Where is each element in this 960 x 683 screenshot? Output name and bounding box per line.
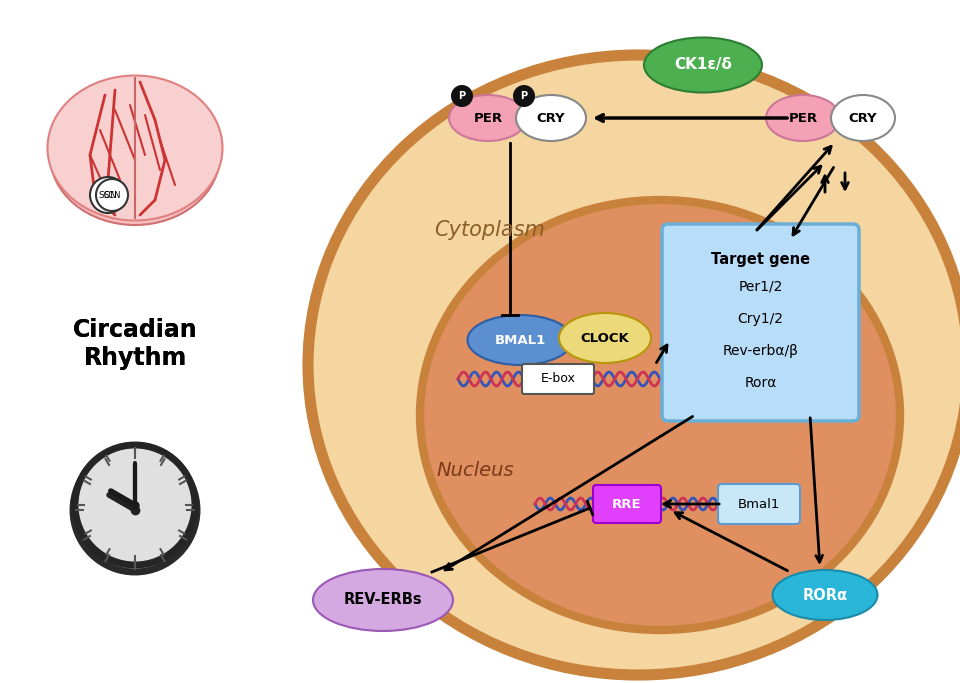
Text: RRE: RRE (612, 497, 642, 510)
Text: Rev-erbα/β: Rev-erbα/β (723, 344, 799, 358)
Text: Cry1/2: Cry1/2 (737, 312, 783, 326)
Text: Cytoplasm: Cytoplasm (435, 220, 545, 240)
Circle shape (96, 179, 128, 211)
Text: CRY: CRY (849, 111, 877, 124)
Text: BMAL1: BMAL1 (494, 333, 545, 346)
Text: CK1ε/δ: CK1ε/δ (674, 57, 732, 72)
FancyBboxPatch shape (0, 0, 270, 683)
FancyBboxPatch shape (522, 364, 594, 394)
Text: P: P (520, 91, 528, 101)
Ellipse shape (831, 95, 895, 141)
Text: Circadian: Circadian (73, 318, 198, 342)
Text: Rorα: Rorα (744, 376, 777, 390)
Ellipse shape (420, 200, 900, 630)
Ellipse shape (516, 95, 586, 141)
Text: P: P (459, 91, 466, 101)
Text: Rhythm: Rhythm (84, 346, 186, 370)
Text: REV-ERBs: REV-ERBs (344, 592, 422, 607)
Text: Nucleus: Nucleus (436, 460, 514, 479)
Text: Target gene: Target gene (711, 252, 810, 267)
Text: CLOCK: CLOCK (581, 331, 630, 344)
Text: PER: PER (473, 111, 503, 124)
Ellipse shape (50, 85, 220, 225)
FancyBboxPatch shape (718, 484, 800, 524)
Text: Rhythm: Rhythm (84, 346, 186, 370)
Ellipse shape (308, 55, 960, 675)
Circle shape (75, 445, 195, 565)
Circle shape (513, 85, 535, 107)
Text: SCN: SCN (99, 191, 117, 199)
Ellipse shape (449, 95, 527, 141)
Ellipse shape (468, 315, 572, 365)
Circle shape (73, 448, 197, 572)
Circle shape (451, 85, 473, 107)
Circle shape (90, 177, 126, 213)
Text: Bmal1: Bmal1 (738, 497, 780, 510)
Ellipse shape (47, 76, 223, 221)
Text: E-box: E-box (540, 372, 575, 385)
Text: RORα: RORα (803, 587, 848, 602)
Text: CRY: CRY (537, 111, 565, 124)
Ellipse shape (644, 38, 762, 92)
Text: SCN: SCN (104, 191, 121, 199)
FancyBboxPatch shape (662, 224, 859, 421)
Ellipse shape (773, 570, 877, 620)
Text: PER: PER (788, 111, 818, 124)
Ellipse shape (559, 313, 651, 363)
Ellipse shape (313, 569, 453, 631)
Text: Per1/2: Per1/2 (738, 280, 782, 294)
Ellipse shape (766, 95, 840, 141)
FancyBboxPatch shape (593, 485, 661, 523)
Text: Circadian: Circadian (73, 318, 198, 342)
